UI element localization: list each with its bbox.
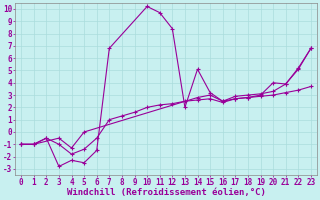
X-axis label: Windchill (Refroidissement éolien,°C): Windchill (Refroidissement éolien,°C) [67,188,266,197]
